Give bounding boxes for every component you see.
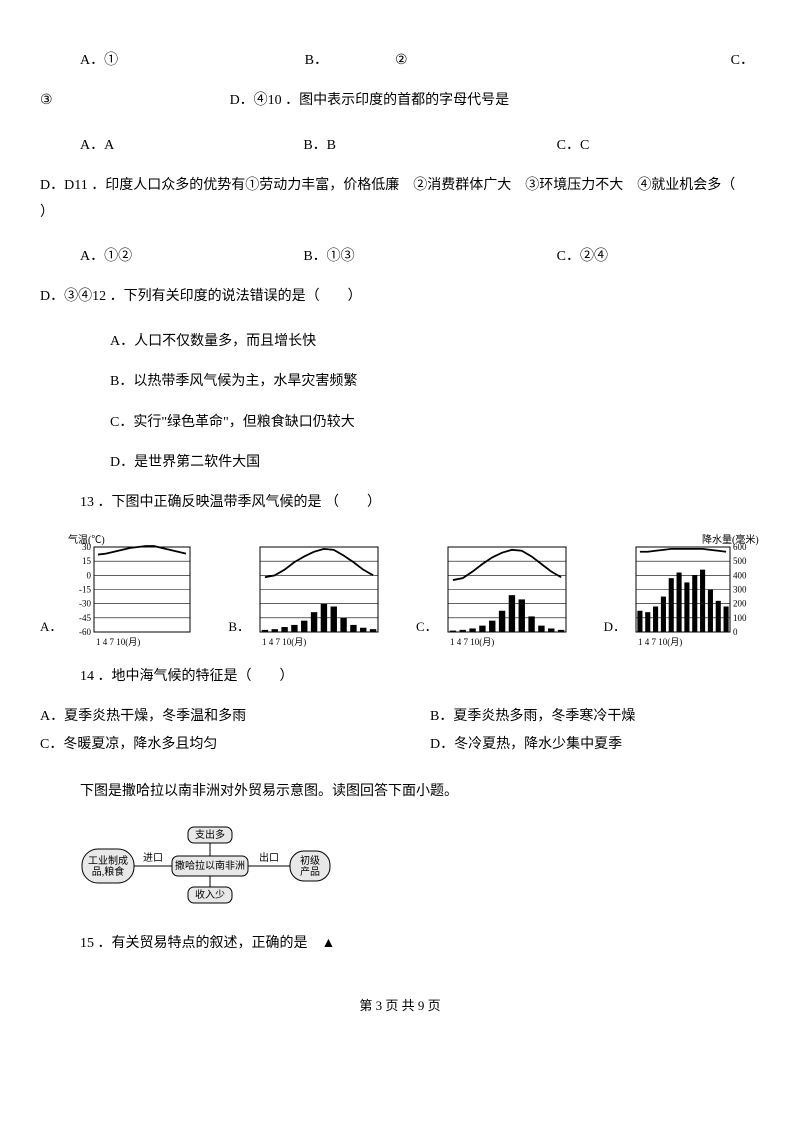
svg-text:撒哈拉以南非洲: 撒哈拉以南非洲 bbox=[175, 859, 245, 872]
svg-text:0: 0 bbox=[733, 627, 738, 637]
svg-text:收入少: 收入少 bbox=[195, 888, 225, 901]
q13-labelB: B． bbox=[228, 617, 250, 638]
q14-optD: D．冬冷夏热，降水少集中夏季 bbox=[400, 734, 760, 756]
q13-chartC-wrap: C． 1 4 7 10(月) bbox=[416, 533, 572, 648]
svg-text:出口: 出口 bbox=[259, 851, 279, 864]
q11-lineD-q12-stem: D．③④12 ．下列有关印度的说法错误的是（ ） bbox=[40, 286, 760, 308]
q11-options: A．①② B．①③ C．②④ bbox=[40, 246, 760, 268]
svg-text:15: 15 bbox=[82, 556, 92, 566]
q9-options-row1: A．① B． ② C． bbox=[40, 50, 760, 72]
svg-text:1 4 7 10(月): 1 4 7 10(月) bbox=[450, 637, 494, 647]
q9-optB-label: B． bbox=[305, 53, 328, 68]
q9-row2: ③ D．④10 ．图中表示印度的首都的字母代号是 bbox=[40, 90, 760, 112]
q14-optC: C．冬暖夏凉，降水多且均匀 bbox=[40, 734, 400, 756]
q10-optB: B．B bbox=[283, 135, 506, 157]
climate-chart-c: 1 4 7 10(月) bbox=[442, 533, 572, 648]
q9-optC-num: ③ bbox=[40, 93, 53, 108]
q10-lineD-q11-stem: D．D11 ．印度人口众多的优势有①劳动力丰富，价格低廉 ②消费群体广大 ③环境… bbox=[40, 175, 760, 197]
page-footer: 第 3 页 共 9 页 bbox=[40, 996, 760, 1017]
q14-optB: B．夏季炎热多雨，冬季寒冷干燥 bbox=[400, 706, 760, 728]
q13-chartB-wrap: B． 1 4 7 10(月) bbox=[228, 533, 384, 648]
svg-text:降水量(毫米): 降水量(毫米) bbox=[702, 533, 759, 546]
svg-text:-15: -15 bbox=[79, 584, 91, 594]
q10-options: A．A B．B C．C bbox=[40, 135, 760, 157]
q12-optC: C．实行"绿色革命"，但粮食缺口仍较大 bbox=[40, 412, 760, 434]
q9-optB-num: ② bbox=[395, 53, 408, 68]
q13-labelC: C． bbox=[416, 617, 438, 638]
svg-text:0: 0 bbox=[87, 570, 92, 580]
svg-text:100: 100 bbox=[733, 613, 747, 623]
q13-charts: A． 气温(℃)30150-15-30-45-601 4 7 10(月) B． … bbox=[40, 533, 760, 648]
q13-chartA-wrap: A． 气温(℃)30150-15-30-45-601 4 7 10(月) bbox=[40, 533, 196, 648]
svg-text:-30: -30 bbox=[79, 598, 91, 608]
svg-text:品,粮食: 品,粮食 bbox=[92, 865, 125, 878]
svg-text:300: 300 bbox=[733, 584, 747, 594]
svg-text:200: 200 bbox=[733, 598, 747, 608]
svg-text:30: 30 bbox=[82, 542, 92, 552]
q11-optA: A．①② bbox=[40, 246, 283, 268]
svg-text:工业制成: 工业制成 bbox=[88, 854, 128, 867]
q9-optC-label: C． bbox=[529, 50, 760, 72]
q11-optC: C．②④ bbox=[507, 246, 760, 268]
svg-text:1 4 7 10(月): 1 4 7 10(月) bbox=[638, 637, 682, 647]
trade-diagram: 工业制成品,粮食 撒哈拉以南非洲支出多收入少 初级产品 进口 出口 bbox=[80, 821, 340, 911]
trade-diagram-wrap: 工业制成品,粮食 撒哈拉以南非洲支出多收入少 初级产品 进口 出口 bbox=[40, 821, 760, 911]
q13-labelA: A． bbox=[40, 617, 62, 638]
climate-chart-d: 降水量(毫米)600 500 400 300 200 100 0 1 4 7 10(月) bbox=[630, 533, 760, 648]
climate-chart-b: 1 4 7 10(月) bbox=[254, 533, 384, 648]
climate-chart-a: 气温(℃)30150-15-30-45-601 4 7 10(月) bbox=[66, 533, 196, 648]
q10-paren: ） bbox=[40, 202, 760, 224]
q15-stem: 15 ．有关贸易特点的叙述，正确的是 ▲ bbox=[40, 933, 760, 955]
q12-optA: A．人口不仅数量多，而且增长快 bbox=[40, 331, 760, 353]
svg-text:进口: 进口 bbox=[143, 852, 163, 864]
svg-text:-60: -60 bbox=[79, 627, 91, 637]
svg-text:600: 600 bbox=[733, 542, 747, 552]
q10-optA: A．A bbox=[40, 135, 283, 157]
q11-optB: B．①③ bbox=[283, 246, 506, 268]
q14-options: A．夏季炎热干燥，冬季温和多雨 B．夏季炎热多雨，冬季寒冷干燥 C．冬暖夏凉，降… bbox=[40, 706, 760, 763]
q9-optD-q10-stem: D．④10 ．图中表示印度的首都的字母代号是 bbox=[230, 93, 510, 108]
q10-optC: C．C bbox=[507, 135, 760, 157]
svg-text:-45: -45 bbox=[79, 613, 91, 623]
q13-stem: 13 ．下图中正确反映温带季风气候的是 （ ） bbox=[40, 492, 760, 514]
svg-text:500: 500 bbox=[733, 556, 747, 566]
q14-stem: 14 ．地中海气候的特征是（ ） bbox=[40, 666, 760, 688]
q9-optB-wrap: B． ② bbox=[305, 50, 530, 72]
q12-optD: D．是世界第二软件大国 bbox=[40, 452, 760, 474]
q13-chartD-wrap: D． 降水量(毫米)600 500 400 300 200 100 0 1 4 7 10(月) bbox=[604, 533, 760, 648]
svg-text:400: 400 bbox=[733, 570, 747, 580]
q13-labelD: D． bbox=[604, 617, 626, 638]
svg-text:初级: 初级 bbox=[300, 854, 320, 867]
q9-optA: A．① bbox=[40, 50, 305, 72]
svg-text:支出多: 支出多 bbox=[195, 828, 225, 841]
svg-text:1 4 7 10(月): 1 4 7 10(月) bbox=[262, 637, 306, 647]
q14-optA: A．夏季炎热干燥，冬季温和多雨 bbox=[40, 706, 400, 728]
svg-text:产品: 产品 bbox=[300, 865, 320, 878]
svg-text:1 4 7 10(月): 1 4 7 10(月) bbox=[96, 637, 140, 647]
passage-text: 下图是撒哈拉以南非洲对外贸易示意图。读图回答下面小题。 bbox=[40, 781, 760, 803]
q12-optB: B．以热带季风气候为主，水旱灾害频繁 bbox=[40, 371, 760, 393]
